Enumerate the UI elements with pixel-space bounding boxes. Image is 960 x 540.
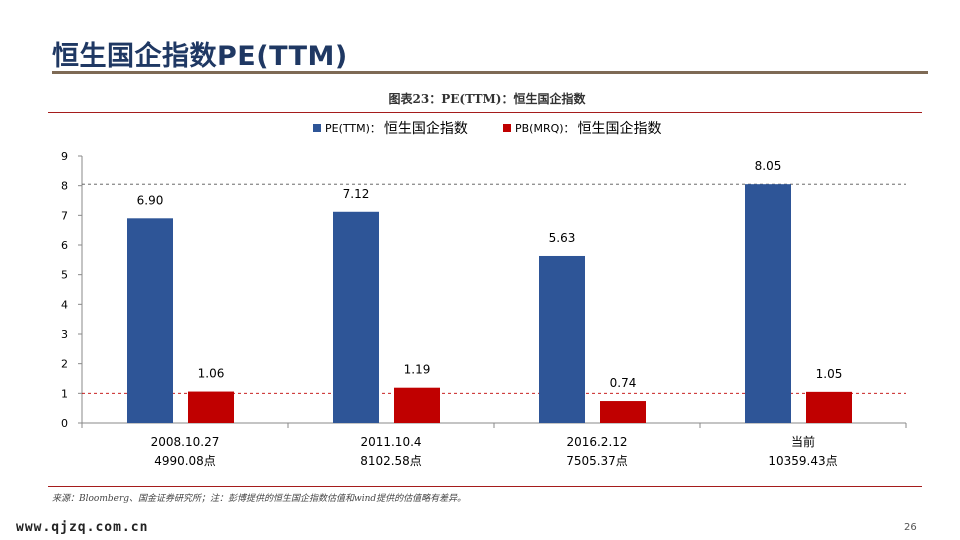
source-note: 来源：Bloomberg、国金证券研究所；注：彭博提供的恒生国企指数估值和win… xyxy=(52,494,467,504)
page-number: 26 xyxy=(904,522,917,533)
pb-value-label-2: 0.74 xyxy=(610,376,637,390)
pe-value-label-1: 7.12 xyxy=(343,187,370,201)
pb-bar-0 xyxy=(188,391,234,423)
pb-bar-2 xyxy=(600,401,646,423)
website-watermark: www.qjzq.com.cn xyxy=(16,520,149,535)
pe-value-label-0: 6.90 xyxy=(137,193,164,207)
y-tick-label: 3 xyxy=(61,328,68,341)
y-tick-label: 1 xyxy=(61,387,68,400)
chart-title: 图表23：PE(TTM)：恒生国企指数 xyxy=(388,92,586,106)
title-divider xyxy=(52,71,928,74)
legend-key-pe: PE(TTM)： xyxy=(325,122,381,135)
x-category-sublabel-1: 8102.58点 xyxy=(360,454,422,468)
pe-value-label-2: 5.63 xyxy=(549,231,576,245)
pb-value-label-3: 1.05 xyxy=(816,367,843,381)
bar-chart: 0 1 2 3 4 5 6 7 8 9 6.90 7.12 5.63 8.05 1.06 1.19 0.74 1.… xyxy=(61,150,907,468)
y-tick-label: 2 xyxy=(61,358,68,371)
pe-bar-0 xyxy=(127,218,173,423)
pe-bar-1 xyxy=(333,211,379,423)
slide-title: 恒生国企指数PE(TTM) xyxy=(52,41,348,72)
legend-key-pb: PB(MRQ)： xyxy=(515,122,575,135)
x-category-label-3: 当前 xyxy=(791,434,815,449)
pe-bar-2 xyxy=(539,255,585,423)
y-tick-label: 4 xyxy=(61,298,68,311)
pb-value-label-1: 1.19 xyxy=(404,363,431,377)
x-category-label-1: 2011.10.4 xyxy=(360,435,421,449)
x-category-sublabel-3: 10359.43点 xyxy=(768,454,837,468)
y-tick-label: 8 xyxy=(61,180,68,193)
y-tick-label: 9 xyxy=(61,150,68,163)
x-category-label-0: 2008.10.27 xyxy=(151,435,220,449)
pe-bar-3 xyxy=(745,184,791,423)
legend-swatch-pb xyxy=(503,124,511,132)
pb-value-label-0: 1.06 xyxy=(198,367,225,381)
legend-label-pe: 恒生国企指数 xyxy=(383,121,468,137)
y-tick-label: 6 xyxy=(61,239,68,252)
x-category-sublabel-0: 4990.08点 xyxy=(154,454,216,468)
legend-swatch-pe xyxy=(313,124,321,132)
y-tick-label: 0 xyxy=(61,417,68,430)
source-divider xyxy=(48,486,922,487)
pb-bar-3 xyxy=(806,391,852,423)
legend-label-pb: 恒生国企指数 xyxy=(577,121,662,137)
x-category-sublabel-2: 7505.37点 xyxy=(566,454,628,468)
y-tick-label: 5 xyxy=(61,269,68,282)
x-category-label-2: 2016.2.12 xyxy=(566,435,627,449)
legend-item-pb: PB(MRQ)： 恒生国企指数 xyxy=(503,118,662,138)
pe-value-label-3: 8.05 xyxy=(755,159,782,173)
y-tick-label: 7 xyxy=(61,209,68,222)
chart-title-divider xyxy=(48,112,922,113)
pb-bar-1 xyxy=(394,387,440,423)
legend-item-pe: PE(TTM)： 恒生国企指数 xyxy=(313,118,468,138)
chart-legend: PE(TTM)： 恒生国企指数 PB(MRQ)： 恒生国企指数 xyxy=(0,118,960,138)
